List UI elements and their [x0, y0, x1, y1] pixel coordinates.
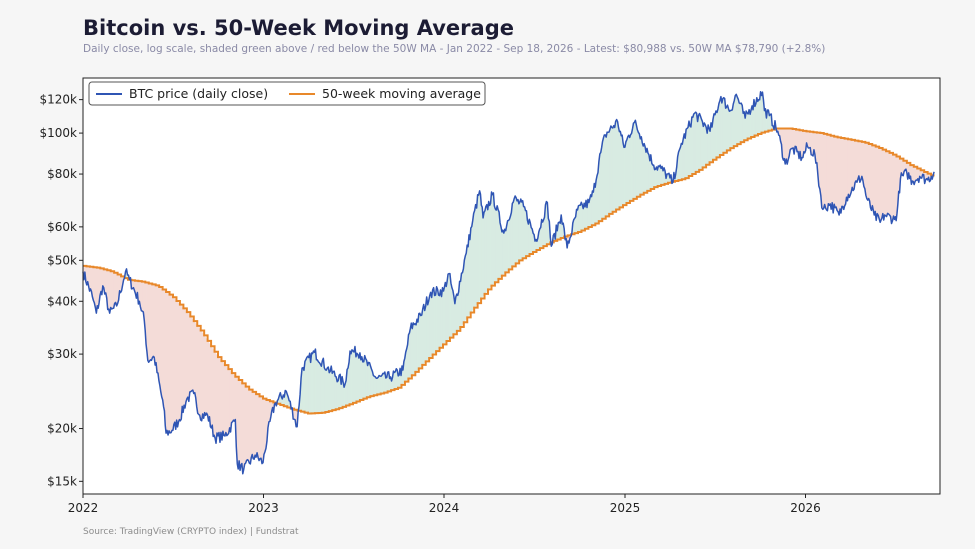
x-tick-label: 2025: [610, 501, 641, 515]
x-axis: 2022 2023 2024 2025 2026: [68, 494, 821, 515]
legend: BTC price (daily close) 50-week moving av…: [88, 81, 486, 106]
y-tick-label: $100k: [40, 126, 78, 140]
y-tick-label: $30k: [47, 347, 77, 361]
x-tick-label: 2024: [429, 501, 460, 515]
x-tick-label: 2023: [248, 501, 279, 515]
legend-price-label: BTC price (daily close): [129, 86, 268, 101]
y-axis: $15k $20k $30k $40k $50k $60k $80k $100k $120k: [40, 93, 83, 488]
chart-subtitle: Daily close, log scale, shaded green abo…: [83, 43, 826, 55]
btc-price-line: [82, 91, 935, 475]
y-tick-label: $20k: [47, 422, 77, 436]
plot-frame: [82, 77, 941, 495]
source-note: Source: TradingView (CRYPTO index) | Fun…: [83, 527, 299, 537]
x-tick-label: 2026: [790, 501, 821, 515]
y-tick-label: $40k: [47, 294, 77, 308]
y-tick-label: $50k: [47, 253, 77, 267]
ma-line: [83, 127, 935, 415]
y-tick-label: $15k: [47, 474, 77, 488]
y-tick-label: $120k: [40, 93, 78, 107]
legend-ma-label: 50-week moving average: [322, 86, 481, 101]
legend-box: [88, 81, 486, 106]
chart-title: Bitcoin vs. 50-Week Moving Average: [83, 16, 514, 40]
y-tick-label: $80k: [47, 167, 77, 181]
x-tick-label: 2022: [68, 501, 99, 515]
series-lines: [82, 91, 935, 475]
y-tick-label: $60k: [47, 220, 77, 234]
